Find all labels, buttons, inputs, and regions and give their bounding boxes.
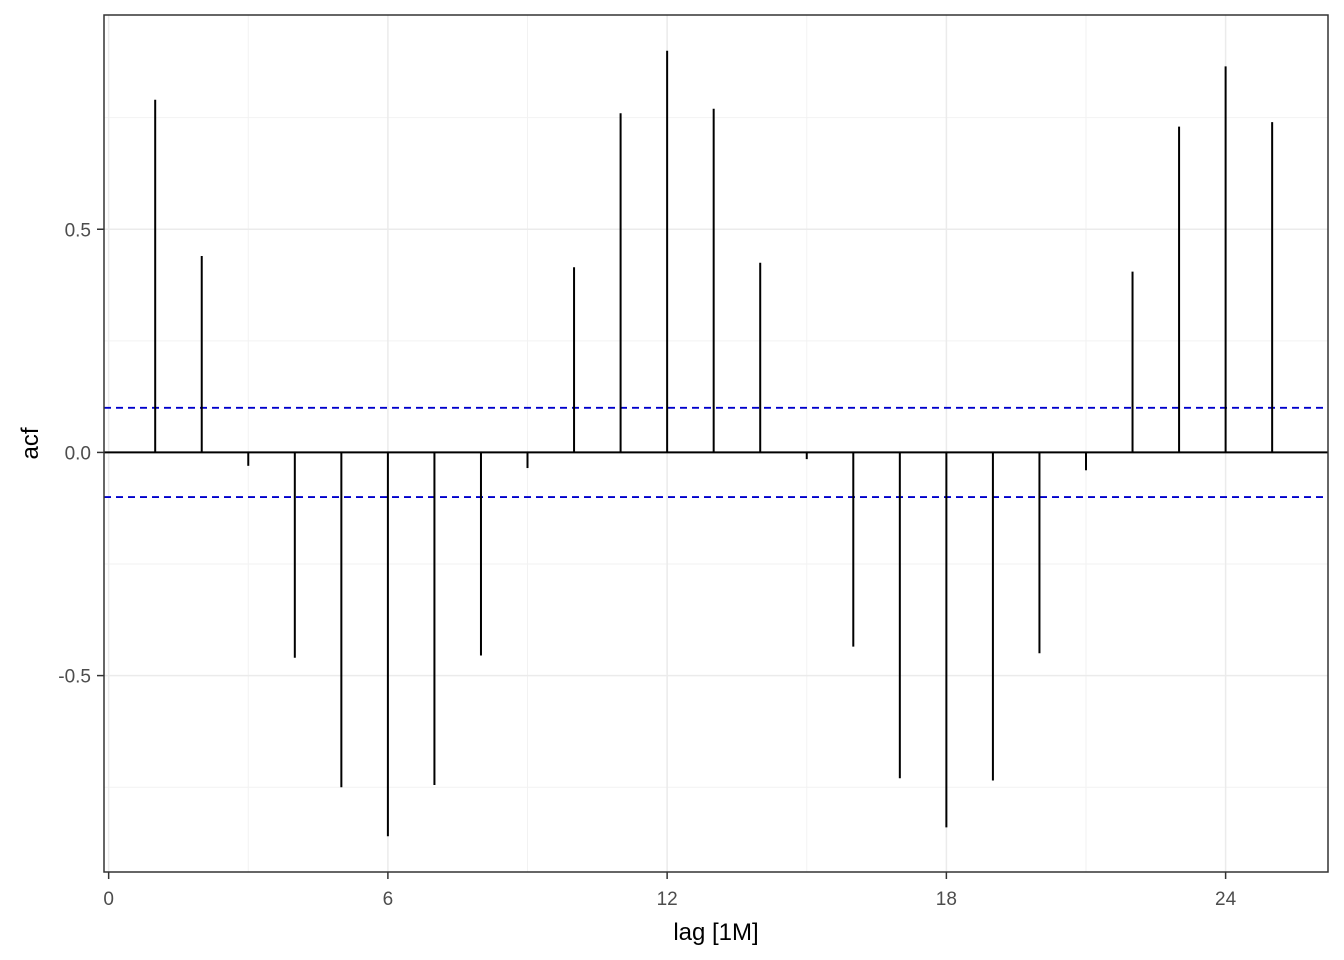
x-tick-label: 24 (1215, 889, 1237, 910)
y-tick-label: 0.5 (65, 220, 91, 241)
acf-stems (154, 50, 1274, 837)
x-tick-label: 6 (383, 889, 394, 910)
x-tick-label: 0 (103, 889, 114, 910)
x-axis: 0 6 12 18 24 (103, 872, 1237, 910)
confidence-bounds (104, 406, 1328, 498)
y-axis-title: acf (17, 427, 44, 459)
y-axis: -0.5 0.0 0.5 (58, 220, 104, 688)
x-tick-label: 12 (657, 889, 678, 910)
x-axis-title: lag [1M] (673, 919, 758, 946)
y-tick-label: 0.0 (65, 443, 91, 464)
x-tick-label: 18 (936, 889, 957, 910)
minor-gridlines (104, 15, 1328, 872)
y-tick-label: -0.5 (58, 667, 91, 688)
panel-border (103, 14, 1329, 873)
